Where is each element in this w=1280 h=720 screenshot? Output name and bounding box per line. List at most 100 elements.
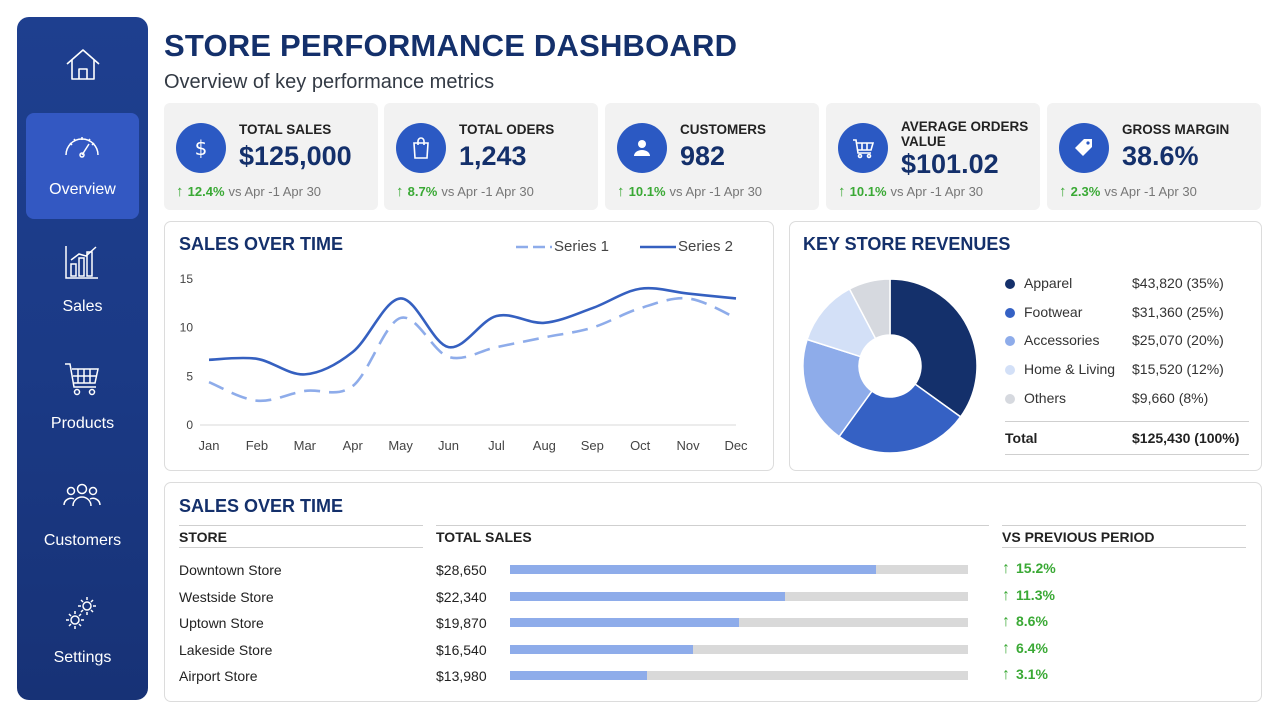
x-tick-label: Apr bbox=[343, 438, 364, 453]
arrow-up-icon: ↑ bbox=[838, 183, 850, 200]
legend-dot bbox=[1005, 394, 1015, 404]
legend-category: Home & Living bbox=[1024, 361, 1116, 377]
change-percent: 6.4% bbox=[1016, 640, 1048, 656]
kpi-value: $101.02 bbox=[901, 149, 999, 179]
sidebar-item-settings[interactable]: Settings bbox=[26, 581, 139, 687]
series-line-1 bbox=[208, 296, 737, 403]
kpi-label: GROSS MARGIN bbox=[1122, 122, 1230, 137]
legend-dot bbox=[1005, 308, 1015, 318]
legend-item-series-2: Series 2 bbox=[640, 238, 733, 255]
kpi-card-total-sales[interactable]: $ TOTAL SALES $125,000 ↑ 12.4% vs Apr -1 Apr… bbox=[164, 103, 378, 210]
kpi-period: vs Apr -1 Apr 30 bbox=[1104, 184, 1197, 199]
pie-slice-accessories[interactable] bbox=[802, 338, 873, 438]
legend-value: $25,070 (20%) bbox=[1132, 332, 1224, 348]
kpi-change: ↑ 10.1% vs Apr -1 Apr 30 bbox=[838, 183, 983, 200]
pie-slice-others[interactable] bbox=[848, 278, 891, 340]
sales-bar-track bbox=[510, 565, 968, 574]
pie-total-label: Total bbox=[1005, 430, 1038, 446]
kpi-card-total-oders[interactable]: TOTAL ODERS 1,243 ↑ 8.7% vs Apr -1 Apr 30 bbox=[384, 103, 598, 210]
sales-bar-fill bbox=[510, 592, 785, 601]
change-percent: 15.2% bbox=[1016, 560, 1056, 576]
x-tick-label: May bbox=[388, 438, 413, 453]
kpi-period: vs Apr -1 Apr 30 bbox=[890, 184, 984, 199]
sidebar-item-overview[interactable]: Overview bbox=[26, 113, 139, 219]
legend-value: $31,360 (25%) bbox=[1132, 304, 1224, 320]
sidebar-item-label: Customers bbox=[43, 532, 122, 549]
y-tick-label: 15 bbox=[180, 272, 194, 286]
store-sales: $13,980 bbox=[436, 668, 487, 684]
kpi-label: TOTAL ODERS bbox=[459, 122, 555, 137]
gauge-icon bbox=[62, 125, 102, 165]
kpi-card-customers[interactable]: CUSTOMERS 982 ↑ 10.1% vs Apr -1 Apr 30 bbox=[605, 103, 819, 210]
sales-bar-fill bbox=[510, 618, 739, 627]
x-tick-label: Sep bbox=[581, 438, 604, 453]
sales-over-time-panel bbox=[164, 221, 774, 471]
x-tick-label: Jan bbox=[199, 438, 220, 453]
pie-chart-title: KEY STORE REVENUES bbox=[803, 234, 1011, 254]
pie-legend-item: Accessories $25,070 (20%) bbox=[1005, 332, 1250, 350]
header-line-top-store bbox=[179, 525, 423, 526]
legend-category: Accessories bbox=[1024, 332, 1100, 348]
store-name: Airport Store bbox=[179, 668, 258, 684]
sidebar-item-products[interactable]: Products bbox=[26, 347, 139, 453]
store-name: Lakeside Store bbox=[179, 642, 273, 658]
change-percent: 11.3% bbox=[1016, 587, 1055, 603]
sales-bar-track bbox=[510, 645, 968, 654]
pie-slice-footwear[interactable] bbox=[838, 383, 962, 454]
x-tick-label: Oct bbox=[630, 438, 651, 453]
sales-bar-track bbox=[510, 618, 968, 627]
vs-previous-value: ↑ 3.1% bbox=[1002, 666, 1048, 684]
sidebar-item-customers[interactable]: Customers bbox=[26, 464, 139, 570]
kpi-period: vs Apr -1 Apr 30 bbox=[228, 184, 322, 199]
svg-text:$: $ bbox=[195, 136, 208, 160]
kpi-card-gross-margin[interactable]: GROSS MARGIN 38.6% ↑ 2.3% vs Apr -1 Apr 30 bbox=[1047, 103, 1261, 210]
kpi-card-average-orders-value[interactable]: AVERAGE ORDERS VALUE $101.02 ↑ 10.1% vs Apr… bbox=[826, 103, 1040, 210]
users-icon bbox=[62, 476, 102, 516]
arrow-up-icon: ↑ bbox=[1059, 183, 1071, 200]
series-line-2 bbox=[208, 286, 737, 376]
legend-item-series-1: Series 1 bbox=[516, 238, 609, 255]
arrow-up-icon: ↑ bbox=[1002, 587, 1010, 604]
vs-previous-value: ↑ 15.2% bbox=[1002, 560, 1056, 578]
kpi-change: ↑ 8.7% vs Apr -1 Apr 30 bbox=[396, 183, 534, 200]
legend-dot bbox=[1005, 365, 1015, 375]
pie-legend-item: Home & Living $15,520 (12%) bbox=[1005, 361, 1250, 379]
kpi-change-value: 2.3% bbox=[1070, 184, 1101, 199]
column-header-total-sales: TOTAL SALES bbox=[436, 529, 532, 545]
store-name: Downtown Store bbox=[179, 562, 282, 578]
legend-swatch bbox=[640, 245, 676, 249]
x-tick-label: Feb bbox=[246, 438, 268, 453]
kpi-value: 982 bbox=[680, 141, 726, 171]
x-tick-label: Jun bbox=[438, 438, 459, 453]
pie-total-underline bbox=[1005, 454, 1249, 455]
sidebar-item-label: Products bbox=[50, 415, 115, 432]
kpi-change-value: 10.1% bbox=[849, 184, 887, 199]
legend-dot bbox=[1005, 279, 1015, 289]
sales-bar-track bbox=[510, 671, 968, 680]
pie-legend-item: Apparel $43,820 (35%) bbox=[1005, 275, 1250, 293]
cart-icon bbox=[838, 123, 888, 173]
line-chart-title: SALES OVER TIME bbox=[179, 234, 344, 254]
kpi-label: TOTAL SALES bbox=[239, 122, 332, 137]
gear-icon bbox=[62, 593, 102, 633]
sales-bar-track bbox=[510, 592, 968, 601]
sidebar-item-sales[interactable]: Sales bbox=[26, 230, 139, 336]
kpi-change: ↑ 12.4% vs Apr -1 Apr 30 bbox=[176, 183, 321, 200]
page-subtitle: Overview of key performance metrics bbox=[164, 71, 495, 93]
page-title: STORE PERFORMANCE DASHBOARD bbox=[164, 28, 738, 63]
kpi-value: 1,243 bbox=[459, 141, 527, 171]
header-line-top-vs bbox=[1002, 525, 1246, 526]
kpi-value: $125,000 bbox=[239, 141, 352, 171]
legend-category: Apparel bbox=[1024, 275, 1073, 291]
pie-slice-apparel[interactable] bbox=[889, 278, 978, 418]
vs-previous-value: ↑ 6.4% bbox=[1002, 640, 1048, 658]
bar-chart-icon bbox=[62, 242, 102, 282]
line-chart: 0 5 10 15 Jan Feb Mar Apr May Jun Jul Aug Sep Oct Nov D… bbox=[180, 272, 748, 453]
sales-bar-fill bbox=[510, 671, 648, 680]
column-header-store: STORE bbox=[179, 529, 227, 545]
home-icon[interactable] bbox=[63, 45, 103, 85]
store-sales: $16,540 bbox=[436, 642, 487, 658]
legend-category: Footwear bbox=[1024, 304, 1083, 320]
tag-icon bbox=[1059, 123, 1109, 173]
arrow-up-icon: ↑ bbox=[1002, 613, 1010, 630]
